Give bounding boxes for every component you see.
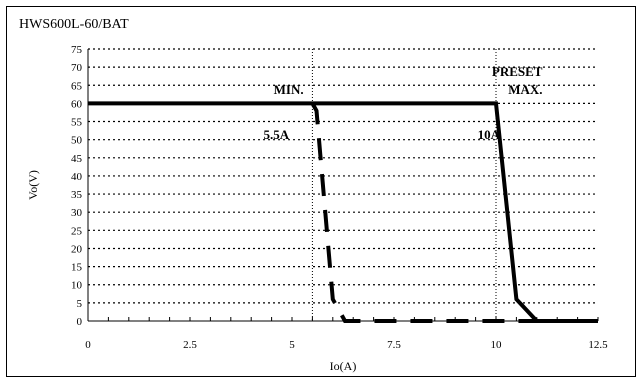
x-tick-label-2: 5 xyxy=(289,339,295,351)
y-tick-label-10: 50 xyxy=(71,135,83,147)
y-tick-label-1: 5 xyxy=(77,298,83,310)
annotation-10a: 10A xyxy=(478,127,501,142)
x-tick-label-3: 7.5 xyxy=(387,339,401,351)
x-tick-label-1: 2.5 xyxy=(183,339,197,351)
y-tick-label-3: 15 xyxy=(71,262,83,274)
chart-frame: HWS600L-60/BAT xyxy=(6,6,636,377)
y-tick-label-2: 10 xyxy=(71,280,83,292)
y-tick-label-14: 70 xyxy=(71,62,83,74)
annotations: MIN. 5.5A PRESET MAX. 10A xyxy=(263,64,542,142)
x-tick-label-5: 12.5 xyxy=(588,339,608,351)
x-tick-label-0: 0 xyxy=(85,339,91,351)
y-tick-label-11: 55 xyxy=(71,117,83,129)
y-tick-label-6: 30 xyxy=(71,207,83,219)
y-axis-label: Vo(V) xyxy=(26,170,40,200)
chart-title: HWS600L-60/BAT xyxy=(19,17,129,32)
x-tick-label-4: 10 xyxy=(491,339,503,351)
y-tick-label-8: 40 xyxy=(71,171,83,183)
y-tick-label-7: 35 xyxy=(71,189,83,201)
annotation-max-: MAX. xyxy=(508,82,542,97)
reference-lines xyxy=(311,49,497,321)
y-tick-label-12: 60 xyxy=(71,98,83,110)
x-axis-label: Io(A) xyxy=(330,359,357,373)
y-tick-label-5: 25 xyxy=(71,225,83,237)
y-tick-label-13: 65 xyxy=(71,80,83,92)
annotation-min-: MIN. xyxy=(274,82,304,97)
annotation-preset: PRESET xyxy=(492,64,543,79)
annotation-5-5a: 5.5A xyxy=(263,127,289,142)
y-tick-label-15: 75 xyxy=(71,44,83,56)
axes: 0 5 10 15 20 25 30 35 40 45 50 55 60 65 70 75 0 2.5 5 7.5 10… xyxy=(71,44,608,351)
y-tick-label-0: 0 xyxy=(77,316,83,328)
series-line-dashed xyxy=(310,102,598,323)
y-tick-label-9: 45 xyxy=(71,153,83,165)
y-tick-label-4: 20 xyxy=(71,243,83,255)
